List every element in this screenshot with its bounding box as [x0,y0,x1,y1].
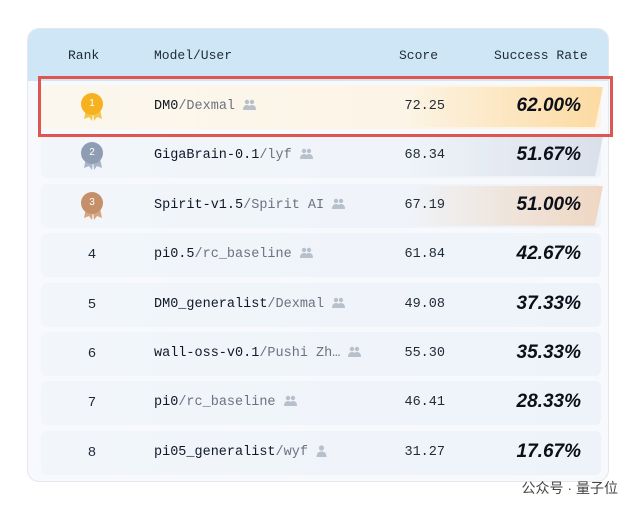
model-cell: pi05_generalist/wyf [154,445,327,460]
rank-label: 7 [87,395,97,412]
user-name: /Dexmal [178,99,236,114]
user-name: /wyf [275,444,308,460]
highlight-box [38,76,613,137]
user-icon [299,247,313,259]
medal-shape [81,93,103,121]
user-icon [299,149,313,160]
model-name: wall-oss-v0.1 [154,346,260,361]
model-name: GigaBrain-0.1 [154,148,260,164]
medal-shape [81,142,103,171]
header-score: Score [399,48,439,63]
user-icon [243,99,257,110]
model-cell: pi0.5/rc_baseline [154,247,313,262]
score-value: 61.84 [404,247,445,263]
score-value: 55.30 [404,346,445,361]
user-name: /Pushi Zh… [259,346,341,361]
model-cell: Spirit-v1.5/Spirit AI [154,197,346,213]
score-value: 46.41 [404,395,445,411]
medal-icon: 2 [81,140,105,172]
table-row: 6 wall-oss-v0.1/Pushi Zh… 55.30 35.33% [41,332,601,376]
model-cell: pi0/rc_baseline [154,395,297,410]
rank-label: 6 [87,346,97,362]
rank-label: 5 [87,296,97,313]
user-name: /lyf [259,148,292,164]
success-rate: 35.33% [516,342,581,363]
table-row: 8 pi05_generalist/wyf 31.27 17.67% [41,430,601,475]
rate-highlight [403,186,603,226]
model-name: DM0_generalist [154,296,268,312]
rank-label: 8 [87,444,97,461]
table-header: Rank Model/User Score Success Rate [28,29,608,81]
watermark: 公众号 · 量子位 [521,480,618,496]
header-rate: Success Rate [494,48,588,63]
score-value: 68.34 [404,148,445,164]
user-name: /Spirit AI [243,197,325,213]
user-name: /Dexmal [267,296,325,312]
score-value: 67.19 [404,197,445,213]
medal-icon: 3 [81,190,105,222]
table-row: 3 Spirit-v1.5/Spirit AI 67.19 51.00% [41,183,603,228]
rank-label: 1 [89,98,95,109]
leaderboard-card: Rank Model/User Score Success Rate 1 DM0/… [27,28,609,482]
header-rank: Rank [68,48,100,63]
user-icon [348,346,362,357]
user-name: /rc_baseline [194,247,292,263]
model-name: DM0 [154,99,179,114]
rate-highlight [403,87,603,127]
table-row: 4 pi0.5/rc_baseline 61.84 42.67% [41,233,601,278]
success-rate: 17.67% [516,440,581,462]
rate-highlight [403,136,603,176]
score-value: 31.27 [404,444,445,460]
success-rate: 51.67% [516,144,581,166]
model-cell: GigaBrain-0.1/lyf [154,148,313,163]
rank-label: 3 [89,196,95,208]
table-row: 2 GigaBrain-0.1/lyf 68.34 51.67% [41,134,603,179]
rank-label: 2 [89,147,95,159]
success-rate: 37.33% [516,292,581,314]
medal-icon: 1 [81,91,105,123]
user-name: /rc_baseline [178,395,276,411]
user-icon [283,396,297,407]
rank-label: 4 [87,247,97,264]
success-rate: 28.33% [516,391,581,413]
model-name: pi05_generalist [154,444,276,460]
model-name: pi0 [154,395,179,411]
model-name: Spirit-v1.5 [154,197,244,213]
medal-shape [81,191,103,220]
model-name: pi0.5 [154,247,195,263]
table-row: 1 DM0/Dexmal 72.25 62.00% [41,85,601,129]
header-model: Model/User [154,48,233,63]
user-icon [332,297,346,308]
user-icon [332,198,346,209]
model-cell: DM0/Dexmal [154,99,257,114]
user-icon [316,445,327,457]
table-row: 5 DM0_generalist/Dexmal 49.08 37.33% [41,282,601,327]
model-cell: wall-oss-v0.1/Pushi Zh… [154,346,362,361]
score-value: 72.25 [404,99,445,114]
model-cell: DM0_generalist/Dexmal [154,296,346,312]
success-rate: 42.67% [516,243,581,265]
table-row: 7 pi0/rc_baseline 46.41 28.33% [41,381,601,426]
success-rate: 62.00% [516,95,581,116]
success-rate: 51.00% [516,193,581,215]
score-value: 49.08 [404,296,445,312]
